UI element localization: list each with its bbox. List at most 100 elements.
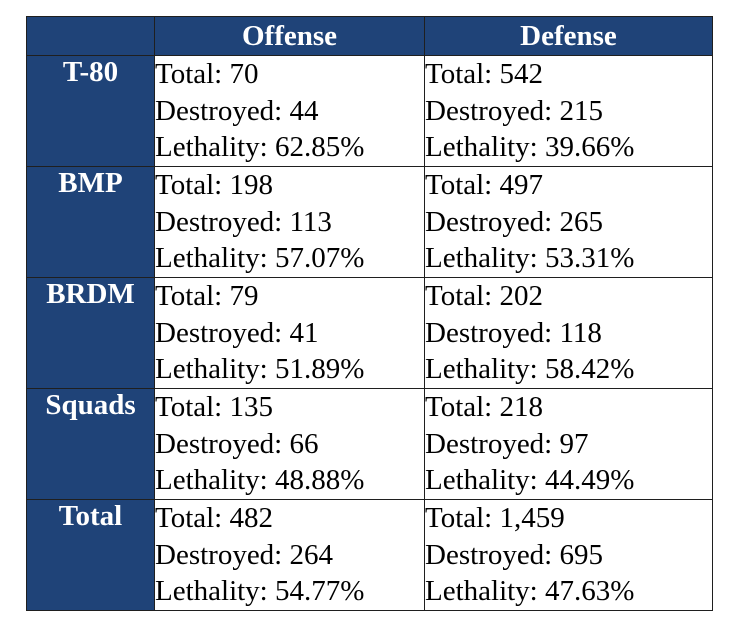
lethality-line: Lethality: 54.77% [155,573,424,610]
destroyed-line: Destroyed: 113 [155,204,424,241]
lethality-line: Lethality: 48.88% [155,462,424,499]
destroyed-line: Destroyed: 215 [425,93,712,130]
offense-cell: Total: 79 Destroyed: 41 Lethality: 51.89% [154,277,425,389]
total-line: Total: 79 [155,278,424,315]
lethality-label: Lethality: [155,464,275,496]
total-value: 70 [229,58,259,90]
row-label: Squads [26,388,155,500]
destroyed-label: Destroyed: [425,538,560,571]
lethality-label: Lethality: [155,575,275,607]
lethality-line: Lethality: 58.42% [425,351,712,388]
lethality-line: Lethality: 51.89% [155,351,424,388]
destroyed-line: Destroyed: 41 [155,315,424,352]
lethality-label: Lethality: [425,464,545,496]
destroyed-line: Destroyed: 66 [155,426,424,463]
total-label: Total: [155,169,230,201]
destroyed-value: 695 [559,538,604,571]
total-label: Total: [425,391,500,423]
lethality-value: 57.07% [275,242,365,274]
defense-cell: Total: 218 Destroyed: 97 Lethality: 44.49% [424,388,713,500]
lethality-label: Lethality: [425,131,545,163]
total-label: Total: [425,280,500,312]
total-line: Total: 1,459 [425,500,712,537]
total-label: Total: [425,58,500,90]
unit-lethality-table: Offense Defense T-80 Total: 70 Destroyed: … [26,16,713,611]
destroyed-value: 97 [559,427,589,460]
lethality-value: 51.89% [275,353,365,385]
table-row: BMP Total: 198 Destroyed: 113 Lethality: 57… [26,166,713,278]
lethality-line: Lethality: 44.49% [425,462,712,499]
destroyed-line: Destroyed: 265 [425,204,712,241]
offense-cell: Total: 198 Destroyed: 113 Lethality: 57.07… [154,166,425,278]
lethality-value: 62.85% [275,131,365,163]
destroyed-label: Destroyed: [425,94,560,127]
row-label: BRDM [26,277,155,389]
lethality-label: Lethality: [425,575,545,607]
destroyed-value: 265 [559,205,604,238]
lethality-line: Lethality: 57.07% [155,240,424,277]
lethality-value: 39.66% [545,131,635,163]
total-label: Total: [155,280,230,312]
destroyed-line: Destroyed: 264 [155,537,424,574]
destroyed-label: Destroyed: [155,427,290,460]
lethality-line: Lethality: 39.66% [425,129,712,166]
destroyed-label: Destroyed: [155,94,290,127]
defense-cell: Total: 542 Destroyed: 215 Lethality: 39.66… [424,55,713,167]
total-value: 542 [499,58,543,90]
destroyed-value: 113 [289,205,332,238]
lethality-label: Lethality: [425,353,545,385]
lethality-value: 54.77% [275,575,365,607]
lethality-value: 48.88% [275,464,365,496]
table-row: BRDM Total: 79 Destroyed: 41 Lethality: 51.… [26,277,713,389]
total-label: Total: [155,58,230,90]
table-row: Total Total: 482 Destroyed: 264 Lethality: … [26,499,713,611]
destroyed-value: 215 [559,94,604,127]
destroyed-label: Destroyed: [155,316,290,349]
total-value: 497 [499,169,543,201]
destroyed-line: Destroyed: 97 [425,426,712,463]
header-row: Offense Defense [26,16,713,56]
column-header-offense: Offense [154,16,425,56]
total-value: 198 [229,169,273,201]
total-line: Total: 198 [155,167,424,204]
row-label: T-80 [26,55,155,167]
table-body: T-80 Total: 70 Destroyed: 44 Lethality: 62.… [26,55,713,611]
destroyed-label: Destroyed: [425,205,560,238]
destroyed-value: 264 [289,538,334,571]
destroyed-line: Destroyed: 695 [425,537,712,574]
total-line: Total: 135 [155,389,424,426]
total-value: 202 [499,280,543,312]
row-label: BMP [26,166,155,278]
defense-cell: Total: 497 Destroyed: 265 Lethality: 53.31… [424,166,713,278]
total-label: Total: [155,502,230,534]
destroyed-line: Destroyed: 118 [425,315,712,352]
total-label: Total: [425,502,500,534]
corner-cell [26,16,155,56]
lethality-value: 44.49% [545,464,635,496]
total-value: 482 [229,502,273,534]
destroyed-label: Destroyed: [155,205,290,238]
total-line: Total: 218 [425,389,712,426]
lethality-label: Lethality: [155,242,275,274]
destroyed-label: Destroyed: [425,316,560,349]
table-row: T-80 Total: 70 Destroyed: 44 Lethality: 62.… [26,55,713,167]
destroyed-line: Destroyed: 44 [155,93,424,130]
lethality-line: Lethality: 47.63% [425,573,712,610]
total-value: 1,459 [499,502,565,534]
total-line: Total: 202 [425,278,712,315]
destroyed-value: 118 [559,316,602,349]
total-label: Total: [155,391,230,423]
defense-cell: Total: 202 Destroyed: 118 Lethality: 58.42… [424,277,713,389]
destroyed-value: 41 [289,316,319,349]
total-value: 79 [229,280,259,312]
lethality-value: 47.63% [545,575,635,607]
row-label: Total [26,499,155,611]
total-label: Total: [425,169,500,201]
lethality-value: 58.42% [545,353,635,385]
offense-cell: Total: 482 Destroyed: 264 Lethality: 54.77… [154,499,425,611]
destroyed-value: 44 [289,94,319,127]
lethality-line: Lethality: 62.85% [155,129,424,166]
lethality-value: 53.31% [545,242,635,274]
lethality-label: Lethality: [425,242,545,274]
total-value: 135 [229,391,273,423]
